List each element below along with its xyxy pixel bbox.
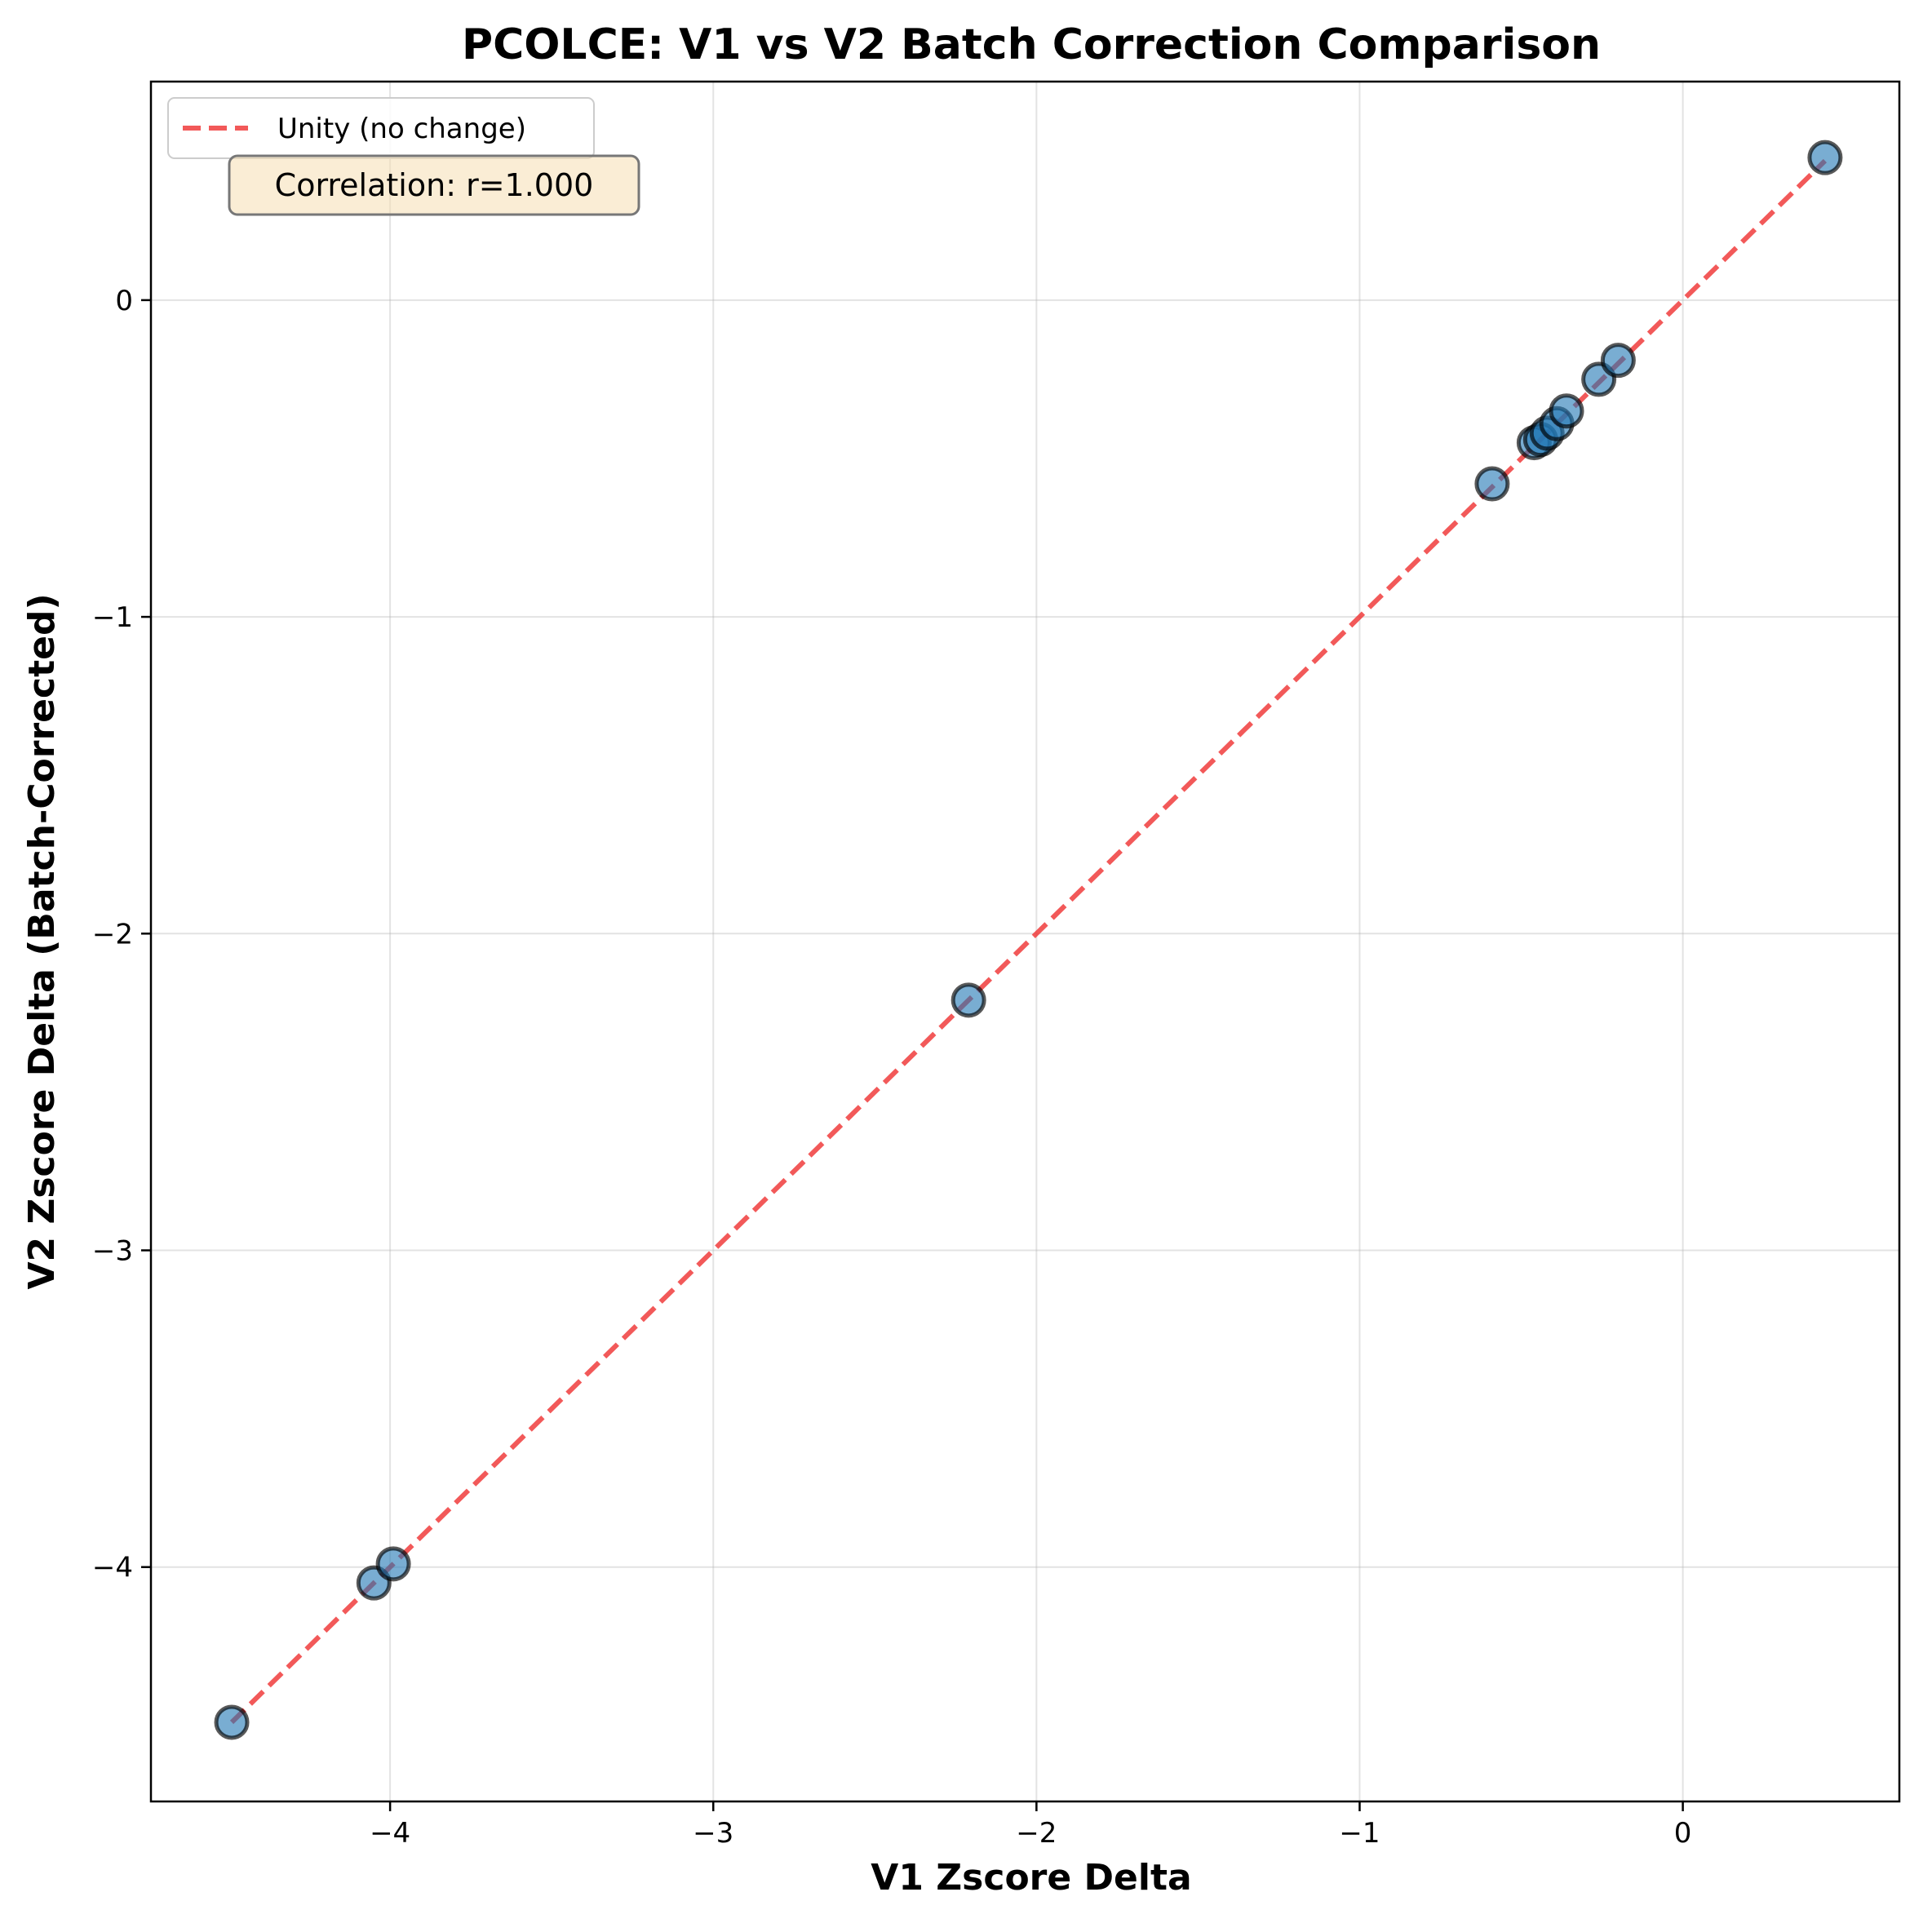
legend-unity-label: Unity (no change) (277, 113, 526, 145)
annotation-text: Correlation: r=1.000 (275, 167, 594, 203)
y-tick-label: 0 (115, 285, 133, 317)
y-tick-label: −4 (92, 1552, 133, 1584)
grid (151, 82, 1899, 1801)
y-tick-label: −3 (92, 1235, 133, 1268)
x-tick-label: −4 (370, 1817, 410, 1850)
annotation-box (228, 154, 640, 216)
data-point (1474, 466, 1510, 502)
data-point (1600, 343, 1636, 379)
y-ticks: 0 −1 −2 −3 −4 (92, 285, 151, 1584)
correlation-annotation: Correlation: r=1.000 (228, 154, 640, 216)
x-tick-label: −2 (1016, 1817, 1057, 1850)
y-tick-label: −2 (92, 918, 133, 950)
data-point (1807, 140, 1843, 175)
x-axis-label: V1 Zscore Delta (871, 1857, 1191, 1899)
chart-title: PCOLCE: V1 vs V2 Batch Correction Compar… (462, 20, 1601, 69)
x-ticks: −4 −3 −2 −1 0 (370, 1801, 1691, 1850)
data-point (950, 982, 986, 1018)
points (214, 140, 1843, 1740)
legend: Unity (no change) (167, 97, 595, 159)
y-axis-label: V2 Zscore Delta (Batch-Corrected) (21, 593, 63, 1289)
data-point (214, 1704, 250, 1740)
data-point (1549, 393, 1584, 429)
data-point (375, 1546, 411, 1582)
y-tick-label: −1 (92, 601, 133, 634)
x-tick-label: −3 (693, 1817, 733, 1850)
x-tick-label: 0 (1674, 1817, 1692, 1850)
x-tick-label: −1 (1339, 1817, 1380, 1850)
plot-frame (149, 80, 1901, 1803)
